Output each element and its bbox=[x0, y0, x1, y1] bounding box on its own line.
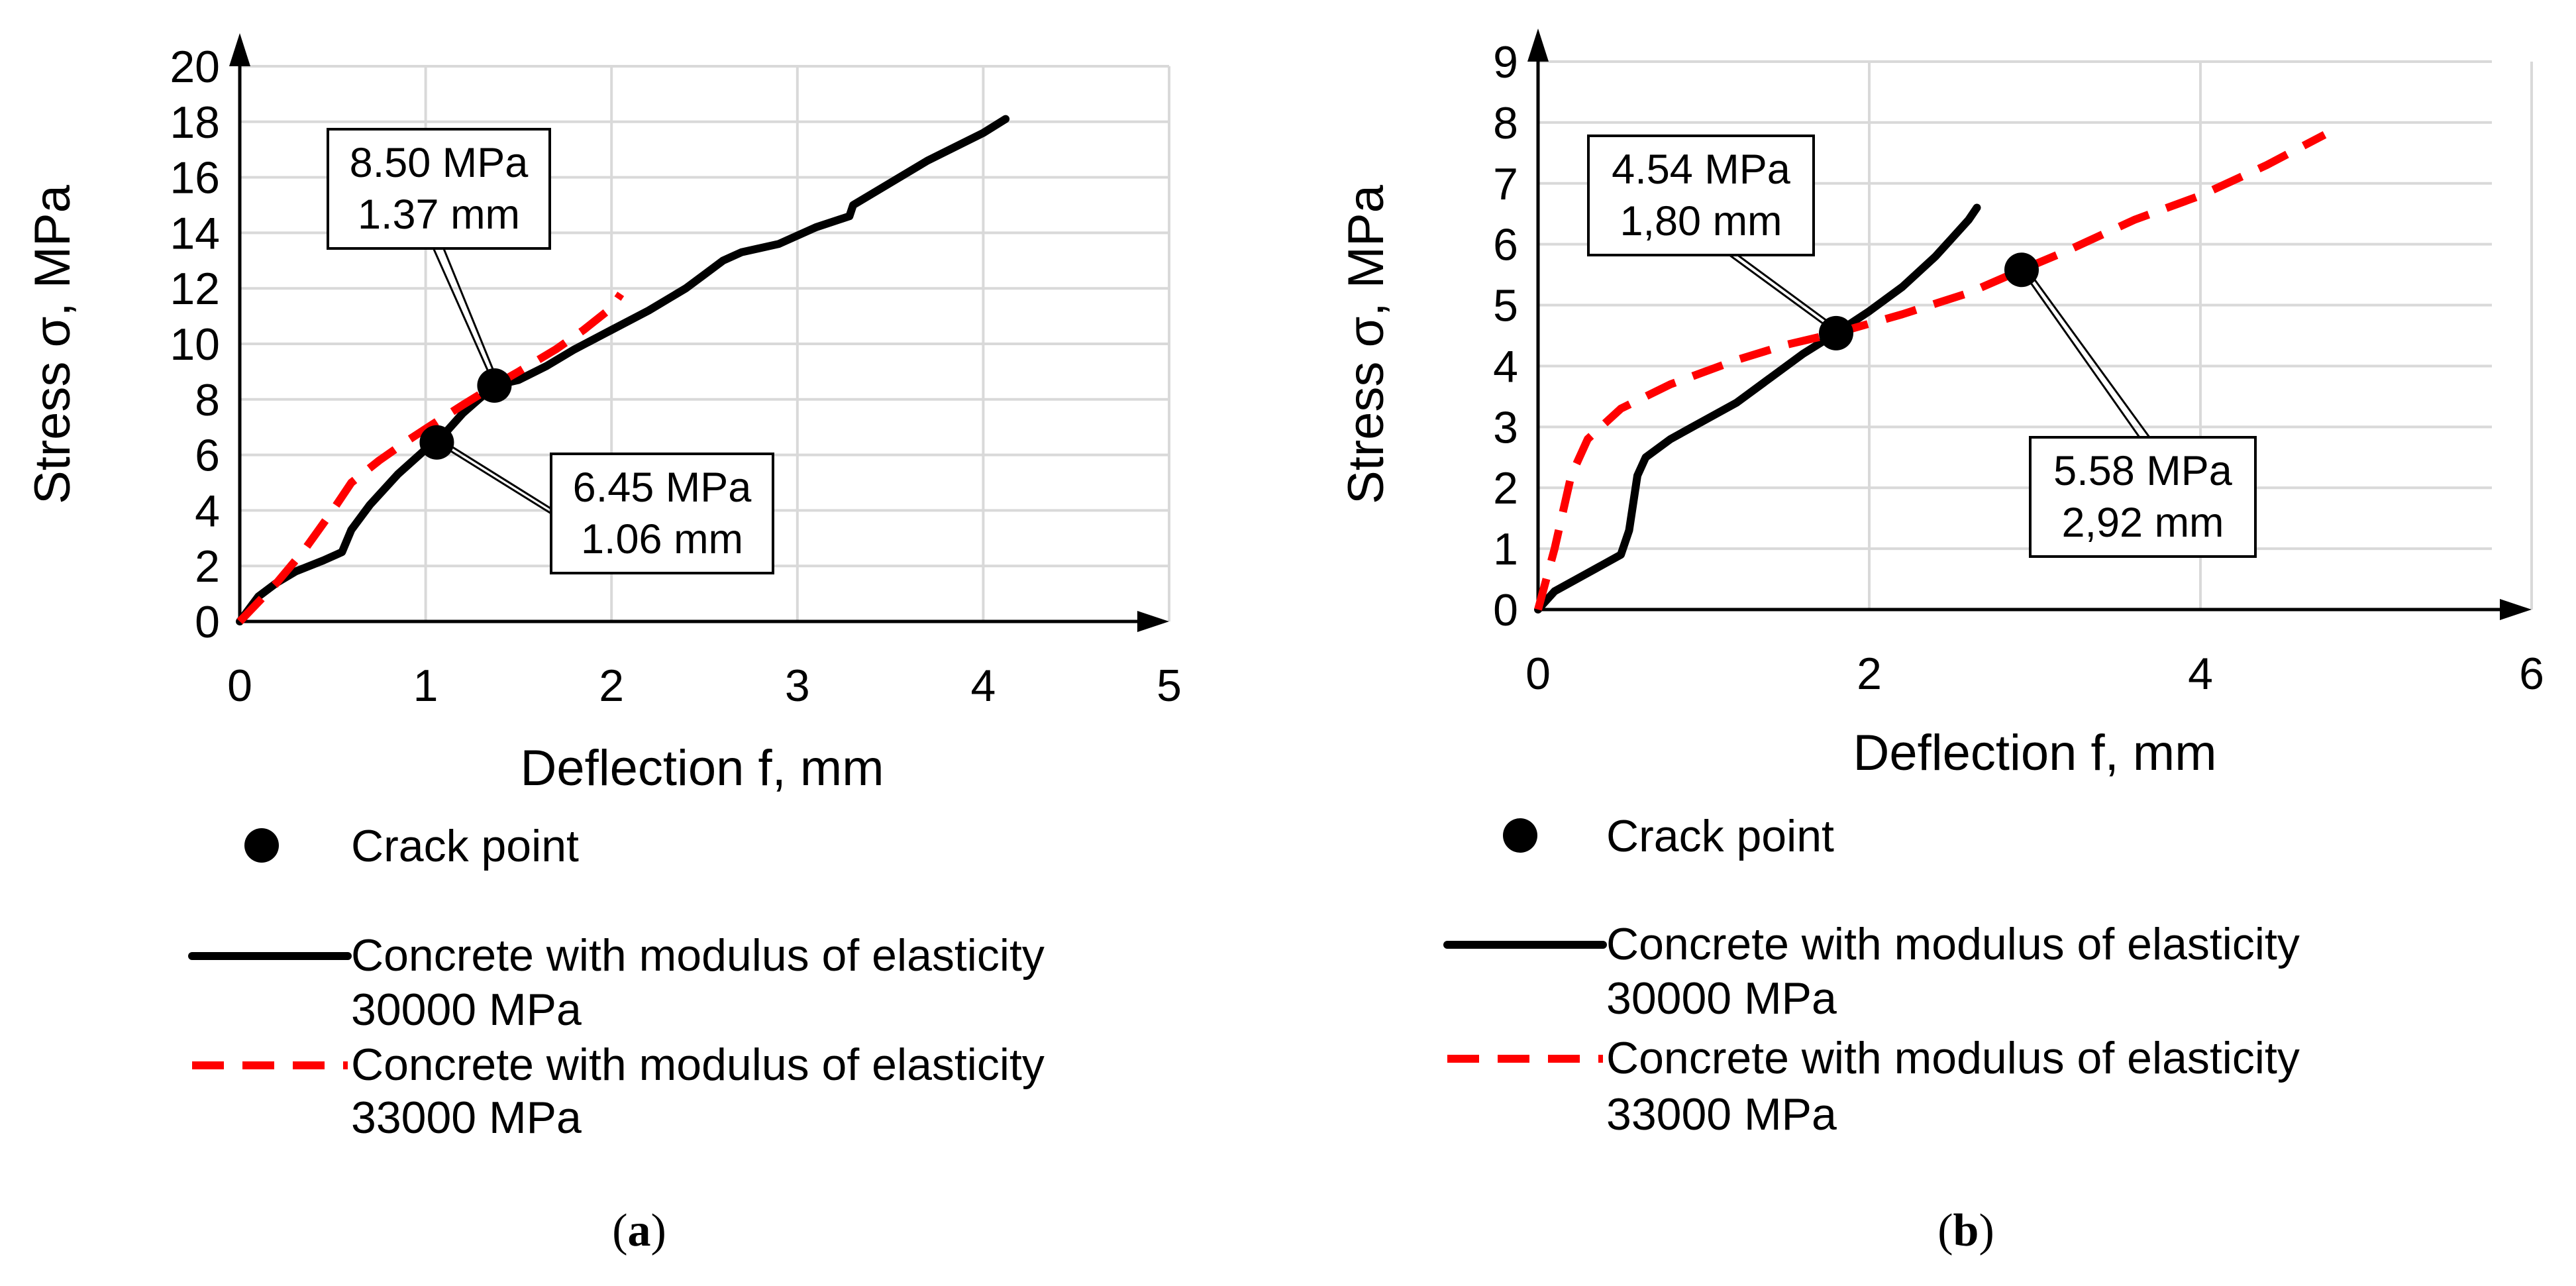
legend-crack-point-icon bbox=[1503, 818, 1537, 853]
y-axis-arrow-icon bbox=[229, 33, 250, 66]
legend-label-crack-point: Crack point bbox=[1606, 811, 1834, 861]
callout-value-stress: 6.45 MPa bbox=[573, 464, 752, 511]
y-axis-title: Stress σ, MPa bbox=[1338, 184, 1394, 504]
legend-label-series-1-value: 30000 MPa bbox=[351, 985, 582, 1035]
legend-label-series-1: Concrete with modulus of elasticity bbox=[1606, 919, 2300, 969]
x-tick-label: 4 bbox=[970, 661, 996, 711]
x-tick-label: 5 bbox=[1157, 661, 1182, 711]
x-tick-label: 2 bbox=[1857, 649, 1882, 699]
y-tick-label: 18 bbox=[170, 97, 220, 148]
y-tick-label: 4 bbox=[1493, 341, 1518, 392]
y-tick-label: 10 bbox=[170, 319, 220, 370]
callout-box bbox=[1587, 134, 1815, 256]
y-tick-label: 2 bbox=[1493, 463, 1518, 513]
panel-label: (a) bbox=[612, 1205, 666, 1256]
y-tick-label: 9 bbox=[1493, 37, 1518, 87]
y-tick-label: 6 bbox=[1493, 220, 1518, 270]
y-axis-arrow-icon bbox=[1527, 28, 1549, 62]
y-tick-label: 0 bbox=[1493, 585, 1518, 635]
callout-box bbox=[327, 128, 551, 250]
y-tick-label: 0 bbox=[195, 597, 220, 647]
callout-leader-line bbox=[440, 439, 564, 517]
legend-label-series-1: Concrete with modulus of elasticity bbox=[351, 930, 1045, 981]
legend-label-series-2: Concrete with modulus of elasticity bbox=[1606, 1033, 2300, 1083]
x-axis-title: Deflection f, mm bbox=[520, 740, 884, 796]
y-tick-label: 8 bbox=[1493, 98, 1518, 148]
panel-label: (b) bbox=[1937, 1205, 1994, 1256]
series-line-30000 bbox=[1534, 203, 1981, 614]
y-tick-label: 6 bbox=[195, 431, 220, 481]
y-tick-label: 14 bbox=[170, 208, 220, 258]
crack-point-marker bbox=[1819, 315, 1853, 350]
series-line-33000 bbox=[1534, 131, 2327, 611]
crack-point-marker bbox=[419, 425, 454, 460]
callout-leader-line bbox=[2020, 269, 2141, 438]
callout-box bbox=[550, 453, 774, 574]
callout-value-stress: 5.58 MPa bbox=[2053, 448, 2233, 494]
callout-value-deflection: 1.37 mm bbox=[358, 191, 520, 238]
callout-value-stress: 8.50 MPa bbox=[350, 140, 529, 186]
y-tick-label: 1 bbox=[1493, 524, 1518, 574]
callout-leader-line bbox=[436, 441, 552, 515]
legend-label-series-2-value: 33000 MPa bbox=[1606, 1089, 1837, 1140]
x-tick-label: 2 bbox=[599, 661, 624, 711]
x-tick-label: 3 bbox=[785, 661, 810, 711]
callout-leader-line bbox=[2024, 266, 2153, 441]
callout-value-deflection: 2,92 mm bbox=[2061, 500, 2224, 546]
y-tick-label: 7 bbox=[1493, 159, 1518, 209]
x-tick-label: 0 bbox=[227, 661, 252, 711]
y-tick-label: 12 bbox=[170, 264, 220, 314]
y-tick-label: 4 bbox=[195, 486, 220, 536]
x-axis-arrow-icon bbox=[2500, 599, 2532, 620]
callout-value-stress: 4.54 MPa bbox=[1612, 146, 1791, 193]
x-tick-label: 0 bbox=[1525, 649, 1551, 699]
callout-value-deflection: 1,80 mm bbox=[1620, 198, 1782, 244]
series-line-33000 bbox=[236, 292, 625, 625]
legend-label-series-2-value: 33000 MPa bbox=[351, 1093, 582, 1143]
y-tick-label: 16 bbox=[170, 153, 220, 203]
y-tick-label: 5 bbox=[1493, 281, 1518, 331]
callout-value-deflection: 1.06 mm bbox=[581, 516, 743, 563]
x-tick-label: 1 bbox=[413, 661, 438, 711]
legend-label-series-2: Concrete with modulus of elasticity bbox=[351, 1040, 1045, 1090]
callout-leader-line bbox=[424, 229, 495, 386]
x-tick-label: 6 bbox=[2519, 649, 2544, 699]
callout-leader-line bbox=[436, 232, 499, 384]
x-axis-title: Deflection f, mm bbox=[1853, 725, 2216, 781]
y-axis-title: Stress σ, MPa bbox=[25, 184, 81, 504]
legend-label-series-1-value: 30000 MPa bbox=[1606, 973, 1837, 1024]
legend-label-crack-point: Crack point bbox=[351, 821, 579, 871]
crack-point-marker bbox=[477, 368, 512, 403]
x-tick-label: 4 bbox=[2188, 649, 2213, 699]
legend-crack-point-icon bbox=[244, 828, 279, 863]
y-tick-label: 20 bbox=[170, 42, 220, 92]
series-line-30000 bbox=[236, 115, 1010, 625]
x-axis-arrow-icon bbox=[1137, 611, 1169, 632]
y-tick-label: 8 bbox=[195, 375, 220, 425]
callout-box bbox=[2029, 436, 2257, 558]
y-tick-label: 3 bbox=[1493, 402, 1518, 453]
y-tick-label: 2 bbox=[195, 541, 220, 592]
crack-point-marker bbox=[2004, 252, 2039, 288]
